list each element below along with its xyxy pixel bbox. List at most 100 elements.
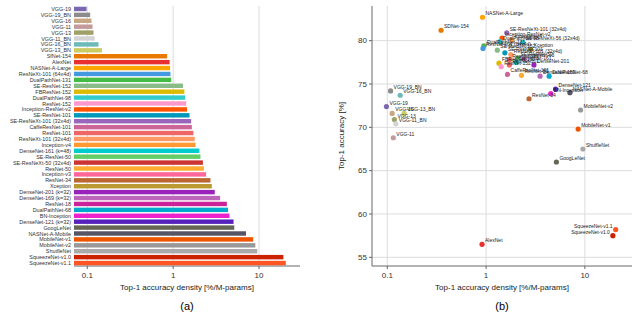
point bbox=[391, 135, 396, 140]
point-label: VGG-19 bbox=[389, 100, 408, 106]
bar bbox=[74, 36, 95, 40]
point bbox=[480, 46, 485, 51]
bar bbox=[74, 249, 257, 253]
bars bbox=[74, 7, 286, 266]
category-label: SqueezeNet-v1.1 bbox=[29, 260, 71, 266]
point-label: ResNet-152 bbox=[504, 60, 531, 66]
axis-label: Top-1 accuracy density [%/M-params] bbox=[120, 283, 254, 292]
grid-line bbox=[372, 257, 632, 258]
tick-label: 75 bbox=[358, 80, 367, 89]
point-label: SE-ResNeXt-56 (32x4d) bbox=[526, 35, 580, 41]
point-label: VGG-11_BN bbox=[399, 117, 427, 123]
point bbox=[576, 126, 581, 131]
point-label: MobileNet-v1 bbox=[581, 122, 611, 128]
point bbox=[537, 74, 542, 79]
point bbox=[393, 121, 398, 126]
bar bbox=[74, 66, 170, 70]
bar bbox=[74, 48, 102, 52]
point-label: ResNet-34 bbox=[532, 92, 556, 98]
points bbox=[384, 15, 618, 247]
bar bbox=[74, 19, 92, 23]
point-label: SqueezeNet-v1.0 bbox=[571, 229, 610, 235]
point bbox=[554, 159, 559, 164]
point bbox=[502, 50, 507, 55]
panel-label: (b) bbox=[495, 300, 508, 312]
axis-label: Top-1 accuracy [%] bbox=[337, 102, 346, 170]
point-label: NASNet-A-Mobile bbox=[573, 86, 613, 92]
point-label: VGG-16_BN bbox=[403, 88, 431, 94]
bar bbox=[74, 107, 187, 111]
point bbox=[578, 107, 583, 112]
bar bbox=[74, 54, 167, 58]
point-label: SDNet-154 bbox=[444, 23, 469, 29]
point bbox=[505, 72, 510, 77]
point-labels: NASNet-A-LargeSDNet-154SE-ResNeXt-101 (3… bbox=[389, 10, 613, 243]
point-label: ShuffleNet bbox=[586, 142, 610, 148]
bar bbox=[74, 24, 93, 28]
tick-label: 0.1 bbox=[82, 271, 94, 280]
scatter-chart: 5560657075800.1110Top-1 accuracy density… bbox=[337, 6, 632, 312]
y-axis-line bbox=[372, 6, 373, 266]
grid-line bbox=[372, 170, 632, 171]
bar bbox=[74, 119, 191, 123]
bar bbox=[74, 208, 228, 212]
tick-label: 10 bbox=[255, 271, 264, 280]
bar bbox=[74, 237, 253, 241]
bar bbox=[74, 184, 212, 188]
bar bbox=[74, 113, 190, 117]
bar bbox=[74, 95, 185, 99]
bar bbox=[74, 160, 203, 164]
tick-label: 60 bbox=[358, 210, 367, 219]
point bbox=[495, 48, 500, 53]
bar bbox=[74, 143, 195, 147]
point bbox=[390, 111, 395, 116]
bar bbox=[74, 225, 234, 229]
point bbox=[613, 227, 618, 232]
point bbox=[526, 96, 531, 101]
bar bbox=[74, 219, 234, 223]
bar bbox=[74, 13, 90, 17]
bar bbox=[74, 214, 229, 218]
bar bbox=[74, 172, 206, 176]
panel-label: (a) bbox=[180, 300, 193, 312]
point bbox=[479, 242, 484, 247]
bar bbox=[74, 137, 195, 141]
tick-label: 1 bbox=[484, 271, 489, 280]
point-label: DualPathNet-68 bbox=[552, 69, 588, 75]
tick-label: 80 bbox=[358, 36, 367, 45]
point-label: NASNet-A-Large bbox=[486, 10, 524, 16]
bar bbox=[74, 30, 93, 34]
point bbox=[580, 146, 585, 151]
tick-label: 1 bbox=[171, 271, 176, 280]
tick-label: 65 bbox=[358, 166, 367, 175]
bar bbox=[74, 166, 204, 170]
bar bbox=[74, 60, 170, 64]
point bbox=[388, 88, 393, 93]
bar bbox=[74, 101, 186, 105]
x-axis-line bbox=[372, 266, 632, 267]
bar bbox=[74, 196, 220, 200]
x-axis-line bbox=[74, 266, 300, 267]
bar bbox=[74, 149, 199, 153]
bar bbox=[74, 84, 183, 88]
tick-label: 10 bbox=[580, 271, 589, 280]
bar bbox=[74, 190, 215, 194]
bar bbox=[74, 255, 283, 259]
tick-label: 0.1 bbox=[382, 271, 394, 280]
point-label: DenseNet-201 bbox=[537, 58, 569, 64]
bar bbox=[74, 178, 210, 182]
grid-line bbox=[259, 6, 260, 266]
bar bbox=[74, 7, 87, 11]
bar-chart: 0.1 1 10Top-1 accuracy density [%/M-params… bbox=[10, 6, 300, 312]
point bbox=[480, 15, 485, 20]
bar bbox=[74, 154, 200, 158]
point bbox=[438, 28, 443, 33]
bar bbox=[74, 131, 193, 135]
bar bbox=[74, 89, 184, 93]
point-label: MobileNet-v2 bbox=[584, 103, 614, 109]
point bbox=[610, 233, 615, 238]
bar bbox=[74, 42, 98, 46]
bar bbox=[74, 72, 170, 76]
bar bbox=[74, 231, 246, 235]
grid-line bbox=[387, 6, 388, 266]
